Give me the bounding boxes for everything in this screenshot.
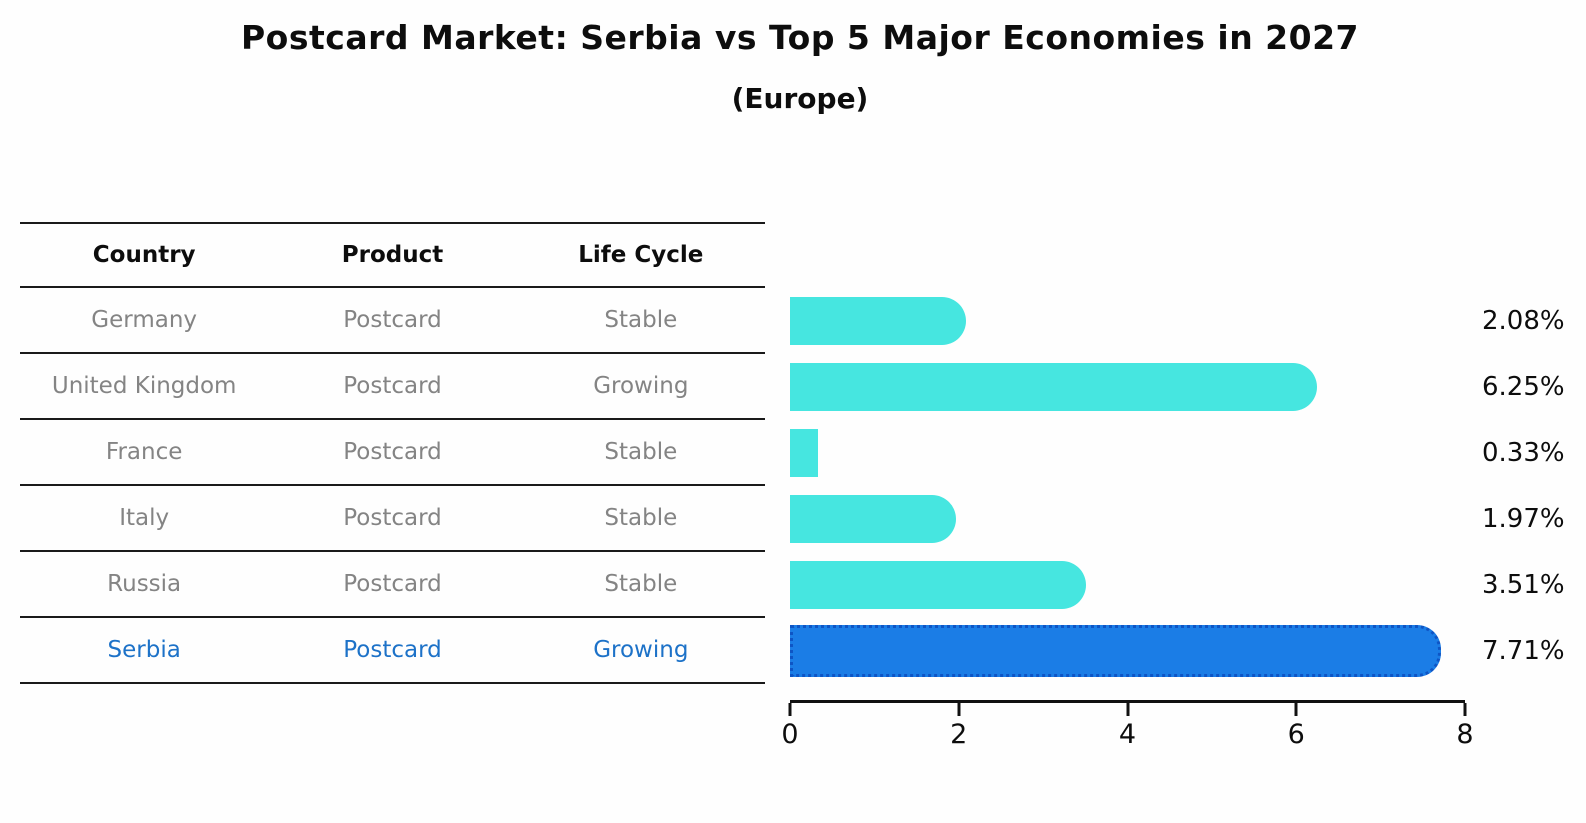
bar-value-label: 1.97%	[1482, 504, 1565, 534]
x-axis-tick-label: 2	[950, 719, 968, 750]
bar-france	[790, 429, 818, 477]
page-title: Postcard Market: Serbia vs Top 5 Major E…	[240, 18, 1360, 57]
table-cell-product: Postcard	[343, 439, 442, 465]
bar-highlight-serbia	[790, 625, 1441, 677]
table-cell-product: Postcard	[343, 571, 442, 597]
table-cell-product: Postcard	[343, 505, 442, 531]
table-cell-life-cycle: Growing	[593, 637, 689, 663]
x-axis: 0 2 4 6 8	[781, 700, 1474, 760]
table-cell-country: Germany	[91, 307, 198, 333]
bar-row: 2.08%	[790, 288, 1565, 354]
table-body: Germany Postcard Stable United Kingdom Postc…	[20, 288, 765, 684]
bar-italy	[790, 495, 957, 543]
bar-chart: 2.08% 6.25% 0.33% 1.97% 3.51% 7.71%	[790, 288, 1565, 684]
x-axis-tick-label: 8	[1456, 719, 1474, 750]
table-cell-life-cycle: Stable	[604, 571, 678, 597]
table-cell-product: Postcard	[343, 637, 442, 663]
table-cell-product: Postcard	[343, 373, 442, 399]
table-cell-country: Russia	[107, 571, 182, 597]
x-axis-tick	[788, 703, 792, 716]
table-row: Italy Postcard Stable	[20, 486, 765, 552]
table-row: Germany Postcard Stable	[20, 288, 765, 354]
bar-value-label: 0.33%	[1482, 438, 1565, 468]
table-cell-life-cycle: Stable	[604, 505, 678, 531]
x-axis-tick	[1126, 703, 1129, 716]
bar-row: 1.97%	[790, 486, 1565, 552]
header-cell-life-cycle: Life Cycle	[578, 242, 704, 268]
table-cell-life-cycle: Stable	[604, 307, 678, 333]
x-axis-tick-label: 6	[1287, 719, 1305, 750]
bar-russia	[790, 561, 1087, 609]
bar-value-label: 7.71%	[1482, 636, 1565, 666]
table-row: United Kingdom Postcard Growing	[20, 354, 765, 420]
bar-value-label: 6.25%	[1482, 372, 1565, 402]
bar-united-kingdom	[790, 363, 1318, 411]
table-row: Serbia Postcard Growing	[20, 618, 765, 684]
table-cell-life-cycle: Growing	[593, 373, 689, 399]
bar-germany	[790, 297, 966, 345]
bar-row: 0.33%	[790, 420, 1565, 486]
table-row: Russia Postcard Stable	[20, 552, 765, 618]
table-cell-country: Italy	[119, 505, 170, 531]
table-cell-product: Postcard	[343, 307, 442, 333]
bar-row: 7.71%	[790, 618, 1565, 684]
header-cell-product: Product	[341, 242, 444, 268]
table-header-row: Country Product Life Cycle	[20, 222, 765, 288]
data-table: Country Product Life Cycle Germany Postca…	[20, 222, 765, 684]
table-row: France Postcard Stable	[20, 420, 765, 486]
x-axis-tick-label: 4	[1118, 719, 1137, 750]
x-axis-tick-label: 0	[781, 719, 799, 750]
bar-row: 3.51%	[790, 552, 1565, 618]
page-subtitle: (Europe)	[731, 82, 869, 115]
x-axis-tick	[1463, 703, 1467, 716]
table-cell-country: United Kingdom	[51, 373, 237, 399]
x-axis-tick	[1294, 703, 1298, 716]
table-cell-country: France	[105, 439, 183, 465]
x-axis-tick	[957, 703, 961, 716]
bar-value-label: 2.08%	[1482, 306, 1565, 336]
table-cell-life-cycle: Stable	[604, 439, 678, 465]
bar-value-label: 3.51%	[1482, 570, 1565, 600]
table-cell-country: Serbia	[107, 637, 181, 663]
bar-row: 6.25%	[790, 354, 1565, 420]
header-cell-country: Country	[92, 242, 196, 268]
